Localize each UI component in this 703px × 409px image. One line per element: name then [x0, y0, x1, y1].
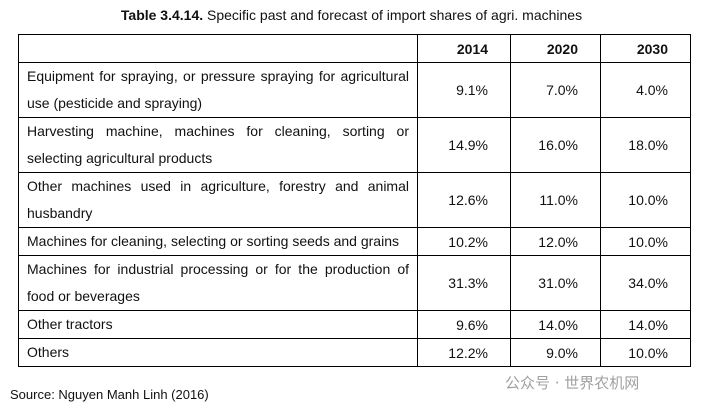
table-row: Other tractors 9.6% 14.0% 14.0%	[18, 310, 691, 339]
table-row: Machines for cleaning, selecting or sort…	[18, 227, 691, 256]
label-cell: Equipment for spraying, or pressure spra…	[18, 62, 418, 118]
value-cell: 18.0%	[600, 117, 691, 173]
watermark: 公众号 · 世界农机网	[505, 374, 640, 392]
value-cell: 12.6%	[417, 172, 511, 228]
value-cell: 11.0%	[510, 172, 601, 228]
value-cell: 12.2%	[417, 338, 511, 367]
value-cell: 31.3%	[417, 255, 511, 311]
table-row: Equipment for spraying, or pressure spra…	[18, 62, 691, 118]
value-cell: 10.0%	[600, 227, 691, 256]
value-cell: 9.6%	[417, 310, 511, 339]
value-cell: 34.0%	[600, 255, 691, 311]
header-cell: 2030	[600, 34, 691, 63]
header-row: 2014 2020 2030	[18, 34, 691, 63]
caption-text: Specific past and forecast of import sha…	[207, 7, 583, 23]
header-cell: 2020	[510, 34, 601, 63]
table-body: Equipment for spraying, or pressure spra…	[18, 62, 691, 367]
header-cell	[18, 34, 418, 63]
value-cell: 10.0%	[600, 338, 691, 367]
label-cell: Other tractors	[18, 310, 418, 339]
caption: Table 3.4.14. Specific past and forecast…	[0, 7, 703, 23]
table-row: Harvesting machine, machines for cleanin…	[18, 117, 691, 173]
value-cell: 10.0%	[600, 172, 691, 228]
table-row: Other machines used in agriculture, fore…	[18, 172, 691, 228]
table-row: Machines for industrial processing or fo…	[18, 255, 691, 311]
value-cell: 31.0%	[510, 255, 601, 311]
value-cell: 14.0%	[510, 310, 601, 339]
table: 2014 2020 2030 Equipment for spraying, or …	[18, 34, 691, 367]
header-cell: 2014	[417, 34, 511, 63]
value-cell: 7.0%	[510, 62, 601, 118]
value-cell: 16.0%	[510, 117, 601, 173]
value-cell: 9.1%	[417, 62, 511, 118]
label-cell: Other machines used in agriculture, fore…	[18, 172, 418, 228]
label-cell: Harvesting machine, machines for cleanin…	[18, 117, 418, 173]
value-cell: 14.0%	[600, 310, 691, 339]
value-cell: 10.2%	[417, 227, 511, 256]
label-cell: Machines for cleaning, selecting or sort…	[18, 227, 418, 256]
value-cell: 12.0%	[510, 227, 601, 256]
value-cell: 4.0%	[600, 62, 691, 118]
table-row: Others 12.2% 9.0% 10.0%	[18, 338, 691, 367]
label-cell: Others	[18, 338, 418, 367]
label-cell: Machines for industrial processing or fo…	[18, 255, 418, 311]
caption-label: Table 3.4.14.	[120, 7, 204, 23]
value-cell: 9.0%	[510, 338, 601, 367]
value-cell: 14.9%	[417, 117, 511, 173]
source: Source: Nguyen Manh Linh (2016)	[10, 387, 209, 402]
